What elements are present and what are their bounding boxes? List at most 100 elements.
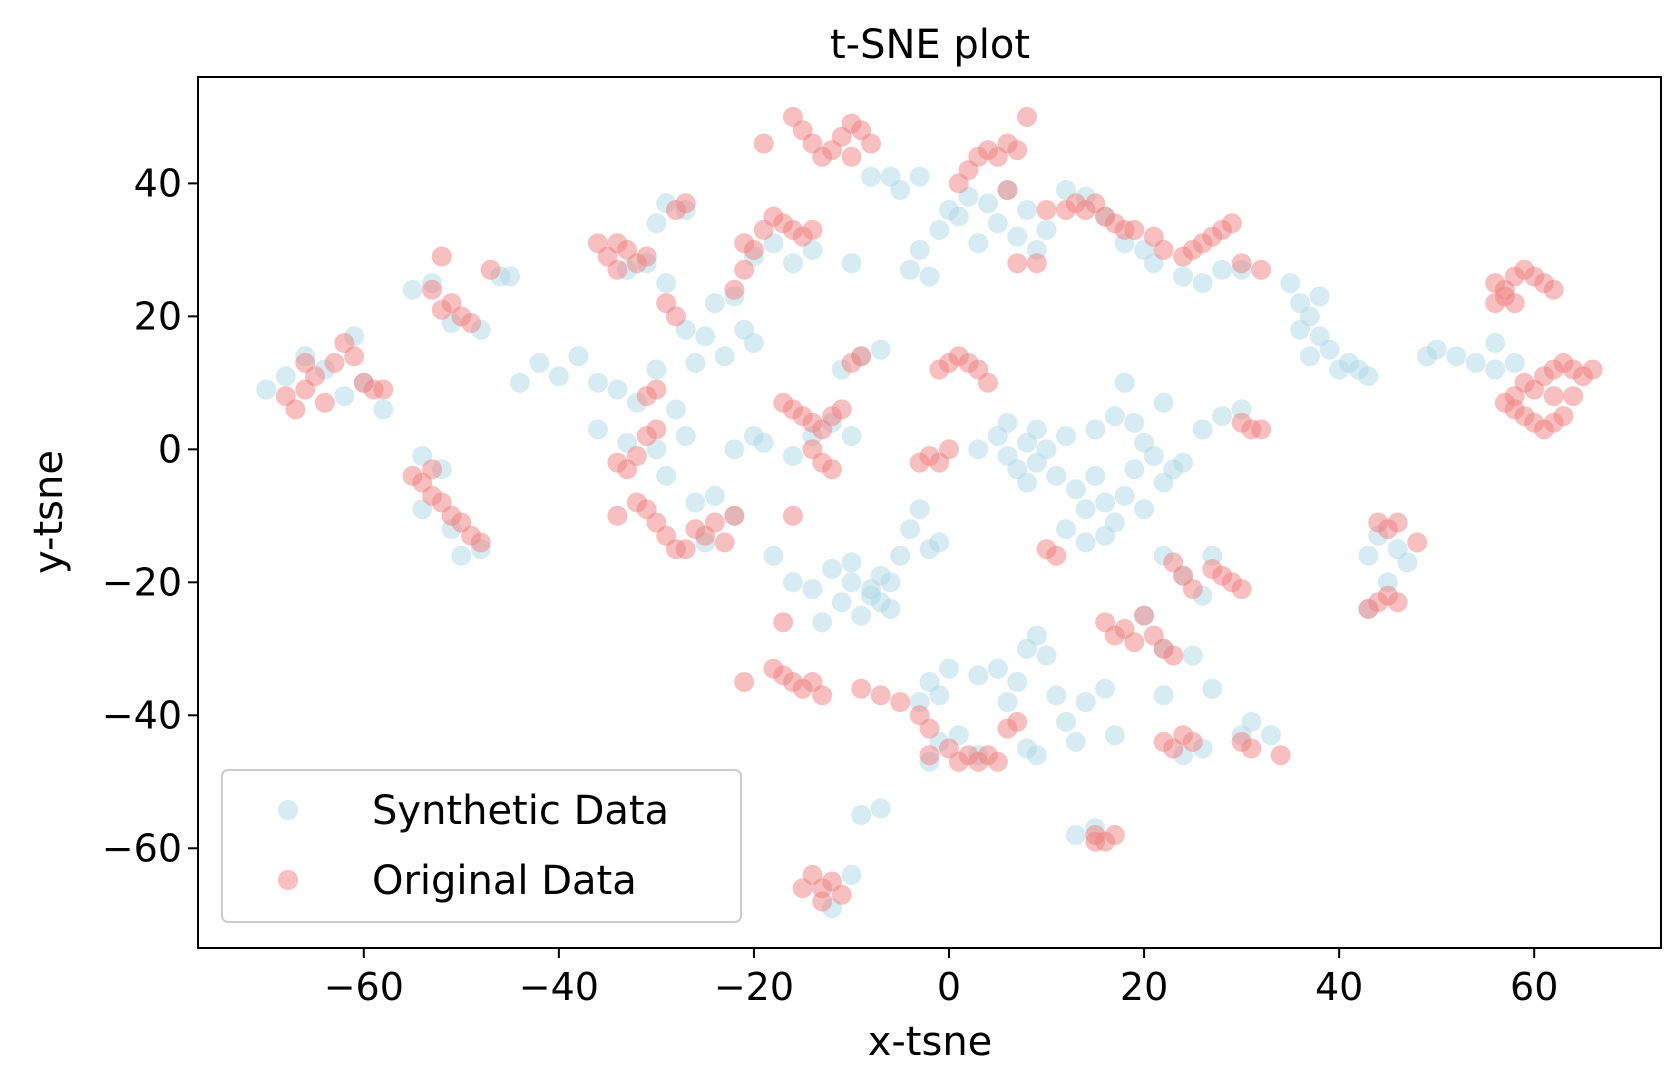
synthetic-point [1036, 219, 1057, 240]
original-point [1231, 253, 1252, 274]
original-point [1251, 259, 1272, 280]
original-point [734, 672, 755, 692]
original-point [461, 313, 482, 333]
legend-marker-synthetic [278, 800, 298, 820]
synthetic-point [1085, 465, 1106, 486]
original-point [1504, 293, 1525, 314]
original-point [1007, 711, 1028, 732]
synthetic-point [1173, 266, 1194, 287]
synthetic-point [646, 213, 667, 234]
synthetic-point [1280, 273, 1301, 294]
synthetic-point [1241, 711, 1262, 732]
original-point [1124, 632, 1145, 653]
original-point [1358, 598, 1379, 619]
synthetic-point [1085, 419, 1106, 440]
synthetic-point [929, 532, 950, 553]
synthetic-point [1202, 678, 1223, 699]
synthetic-point [656, 273, 677, 294]
synthetic-point [909, 239, 930, 260]
original-point [1553, 406, 1574, 427]
original-point [1407, 532, 1428, 553]
original-point [675, 193, 696, 214]
original-point [783, 505, 803, 526]
original-point [861, 133, 881, 154]
x-tick-label: −20 [714, 965, 794, 1009]
synthetic-point [1299, 346, 1320, 367]
synthetic-point [841, 426, 862, 446]
synthetic-point [880, 166, 901, 187]
original-point [1163, 738, 1184, 759]
original-point [812, 685, 833, 706]
synthetic-point [1036, 439, 1057, 460]
legend-label-original: Original Data [372, 858, 637, 904]
synthetic-point [1124, 459, 1145, 480]
original-point [295, 352, 316, 373]
synthetic-point [1173, 452, 1194, 473]
synthetic-point [1124, 412, 1145, 433]
original-point [480, 259, 501, 280]
synthetic-point [1397, 552, 1418, 573]
synthetic-point [1485, 359, 1506, 380]
synthetic-point [1046, 465, 1067, 486]
synthetic-point [909, 166, 930, 187]
original-point [626, 446, 647, 466]
original-point [431, 299, 452, 320]
synthetic-point [929, 685, 950, 706]
original-point [1017, 106, 1037, 127]
original-point [285, 399, 306, 420]
synthetic-point [1046, 685, 1067, 706]
synthetic-point [548, 366, 569, 387]
legend-marker-original [278, 870, 298, 890]
original-point [1046, 545, 1067, 566]
original-point [1007, 253, 1028, 274]
synthetic-point [1095, 678, 1116, 699]
synthetic-point [1056, 711, 1076, 732]
original-point [314, 392, 335, 413]
original-point [1543, 279, 1564, 300]
original-point [870, 685, 891, 706]
original-point [1241, 738, 1262, 759]
synthetic-point [724, 439, 745, 460]
x-tick-label: 40 [1315, 965, 1363, 1009]
synthetic-point [685, 352, 706, 373]
synthetic-point [978, 193, 998, 214]
legend-label-synthetic: Synthetic Data [372, 788, 669, 834]
original-point [831, 399, 852, 420]
original-point [773, 612, 794, 633]
original-point [753, 133, 774, 154]
y-tick-label: 40 [134, 161, 182, 205]
synthetic-point [1504, 352, 1525, 373]
synthetic-point [1075, 499, 1096, 520]
synthetic-point [1212, 406, 1233, 427]
synthetic-point [1007, 672, 1028, 692]
original-point [1134, 605, 1155, 626]
original-point [822, 459, 842, 480]
synthetic-point [890, 545, 911, 566]
synthetic-point [1026, 419, 1047, 440]
original-point [1563, 386, 1584, 407]
original-point [704, 512, 725, 533]
synthetic-point [783, 253, 803, 274]
synthetic-point [743, 333, 764, 353]
legend: Synthetic Data Original Data [221, 769, 742, 923]
synthetic-point [1036, 645, 1057, 666]
synthetic-point [568, 346, 589, 367]
original-point [1221, 213, 1242, 234]
synthetic-point [1192, 273, 1213, 294]
synthetic-point [1143, 446, 1164, 466]
synthetic-point [1358, 545, 1379, 566]
original-point [1231, 579, 1252, 599]
synthetic-point [334, 386, 355, 407]
y-axis-label: y-tsne [26, 450, 72, 574]
original-point [607, 259, 628, 280]
synthetic-point [1358, 366, 1379, 387]
plot-frame [197, 76, 1662, 949]
original-point [665, 306, 686, 327]
synthetic-point [1485, 333, 1506, 353]
original-point [841, 146, 862, 167]
synthetic-point [529, 352, 550, 373]
original-point [734, 259, 755, 280]
synthetic-point [1260, 725, 1281, 746]
synthetic-point [870, 592, 891, 613]
